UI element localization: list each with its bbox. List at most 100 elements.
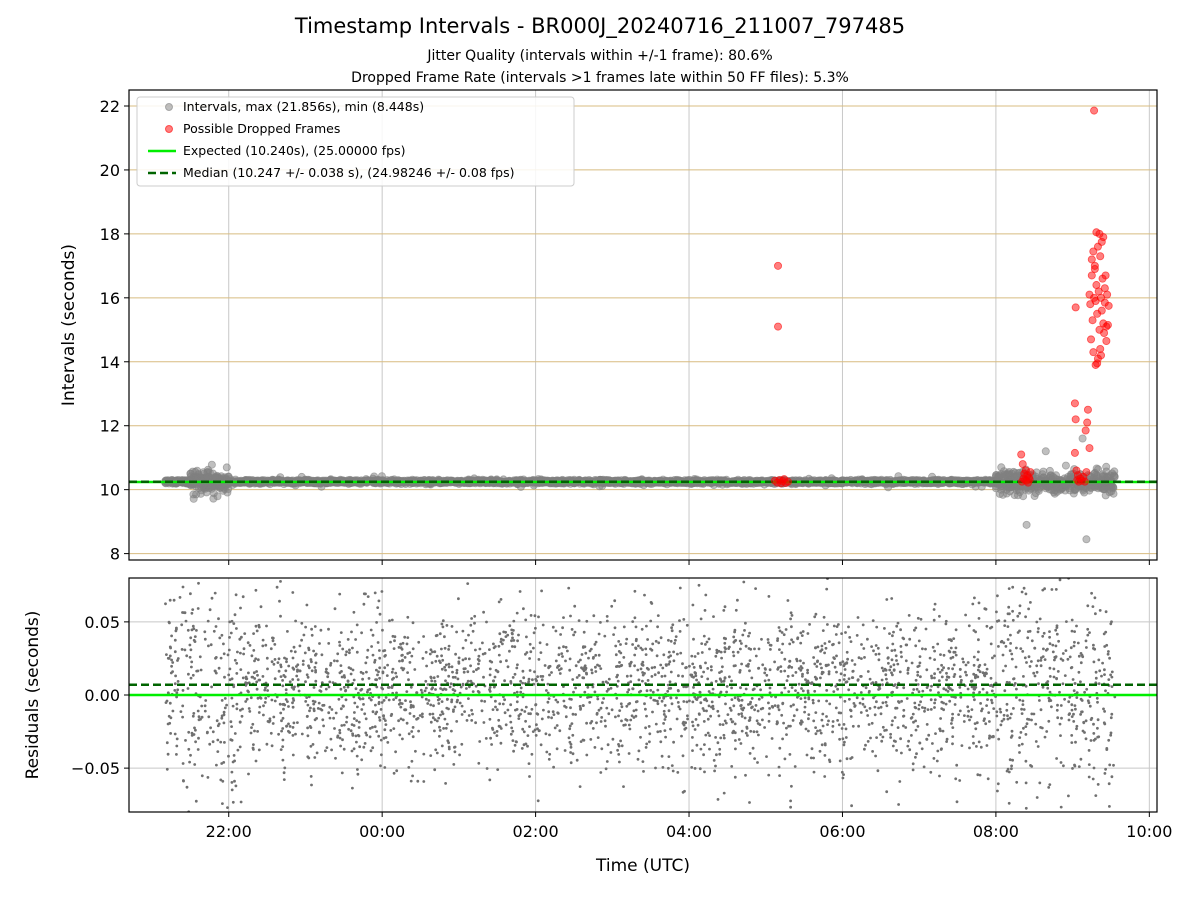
residual-point <box>645 714 648 718</box>
residual-point <box>620 744 624 748</box>
residual-point <box>637 749 641 753</box>
residual-point <box>648 740 651 744</box>
residual-point <box>892 630 895 634</box>
residual-point <box>478 647 482 651</box>
residual-point <box>922 765 926 769</box>
residual-point <box>662 709 666 713</box>
residual-point <box>1004 664 1007 668</box>
residual-point <box>1019 647 1023 650</box>
residual-point <box>437 702 441 705</box>
residual-point <box>720 670 723 673</box>
residual-point <box>354 638 357 641</box>
dropped-frame-point <box>1088 316 1097 325</box>
residual-point <box>958 709 962 713</box>
residual-point <box>717 714 721 718</box>
residual-point <box>785 726 788 730</box>
residual-point <box>782 633 786 637</box>
dropped-frame-point <box>1104 301 1113 310</box>
residual-point <box>356 733 360 737</box>
residual-point <box>1031 840 1034 843</box>
residual-point <box>577 619 581 622</box>
residual-point <box>469 623 473 627</box>
residual-point <box>677 674 680 678</box>
residual-point <box>806 671 809 675</box>
residual-point <box>175 691 179 695</box>
residual-point <box>1087 749 1091 752</box>
dropped-frame-point <box>1097 306 1106 315</box>
residual-point <box>1042 631 1046 635</box>
residual-point <box>291 726 295 729</box>
residual-point <box>797 667 801 670</box>
dropped-frame-point <box>1102 336 1111 345</box>
residual-point <box>176 680 180 683</box>
residual-point <box>863 705 867 709</box>
residual-point <box>729 709 733 712</box>
residual-point <box>1094 676 1098 680</box>
residual-point <box>1084 639 1088 643</box>
residual-point <box>495 708 499 712</box>
residual-point <box>752 730 756 734</box>
residual-point <box>235 672 239 675</box>
residual-point <box>168 598 172 602</box>
residual-point <box>474 648 477 652</box>
residual-point <box>351 786 354 790</box>
residual-point <box>183 611 187 615</box>
residual-point <box>991 656 994 660</box>
residual-point <box>1096 783 1100 786</box>
residual-point <box>871 750 874 753</box>
residual-point <box>188 643 192 647</box>
residual-point <box>443 646 447 650</box>
residual-point <box>977 617 981 620</box>
residual-point <box>1051 643 1055 647</box>
residual-point <box>435 751 439 755</box>
residual-point <box>645 689 649 693</box>
residual-point <box>488 778 492 782</box>
residual-point <box>1048 635 1051 639</box>
residual-point <box>238 745 242 749</box>
residual-point <box>553 726 557 730</box>
residual-point <box>1050 705 1053 709</box>
residual-point <box>266 667 269 671</box>
residual-point <box>247 671 250 675</box>
residual-point <box>823 651 826 655</box>
residual-point <box>1029 601 1032 604</box>
residual-point <box>657 671 660 675</box>
residual-point <box>629 718 633 722</box>
residual-point <box>933 676 936 680</box>
residual-point <box>398 698 402 702</box>
residual-point <box>356 705 359 709</box>
residual-point <box>851 669 855 673</box>
residual-point <box>847 625 850 629</box>
residual-point <box>898 670 902 674</box>
residual-point <box>949 646 953 650</box>
residual-point <box>255 687 259 691</box>
residual-point <box>960 744 964 747</box>
residual-point <box>676 652 679 656</box>
residual-point <box>219 778 223 782</box>
residual-point <box>508 624 512 628</box>
residual-point <box>722 636 726 640</box>
interval-point <box>1090 482 1099 491</box>
residual-point <box>427 699 431 702</box>
residual-point <box>448 685 452 689</box>
residual-point <box>880 678 884 682</box>
residual-point <box>1009 633 1012 637</box>
residual-point <box>667 650 671 654</box>
residual-point <box>617 714 620 718</box>
residual-point <box>192 712 196 715</box>
residual-point <box>703 609 707 612</box>
residual-point <box>670 702 674 706</box>
residual-point <box>841 737 845 741</box>
residual-point <box>191 624 195 628</box>
residual-point <box>204 699 208 702</box>
residual-point <box>693 728 697 731</box>
residual-point <box>418 714 422 717</box>
residual-point <box>440 654 443 658</box>
dropped-frame-point <box>774 261 783 270</box>
residual-point <box>451 670 454 674</box>
residual-point <box>889 732 892 736</box>
residual-point <box>575 676 579 679</box>
residual-point <box>846 657 849 661</box>
residual-point <box>685 700 689 704</box>
